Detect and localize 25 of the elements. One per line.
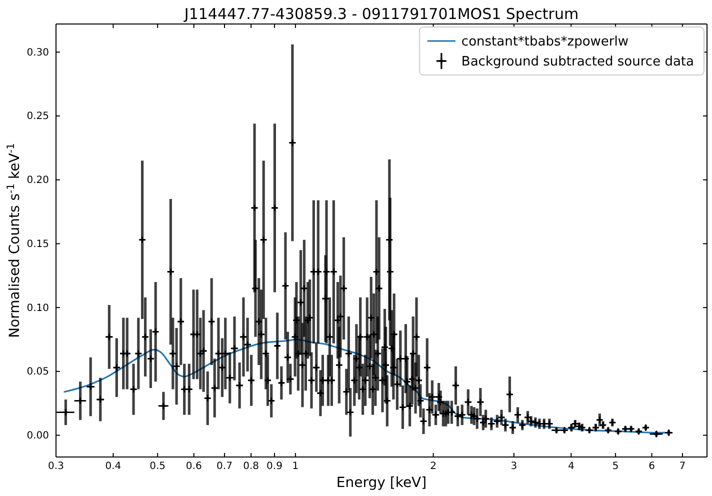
x-tick-label: 0.4 <box>105 461 122 472</box>
y-tick-label: 0.10 <box>26 302 49 314</box>
legend-label: Background subtracted source data <box>461 54 694 70</box>
y-tick-label: 0.20 <box>26 175 49 186</box>
x-tick-label: 6 <box>648 461 655 472</box>
x-tick-label: 5 <box>612 461 619 472</box>
y-tick-label: 0.30 <box>26 47 49 58</box>
x-tick-label: 2 <box>430 461 436 472</box>
chart-title: J114447.77-430859.3 - 0911791701MOS1 Spectrum <box>183 5 579 23</box>
x-axis-title: Energy [keV] <box>336 475 427 491</box>
x-tick-label: 4 <box>568 461 574 472</box>
legend-label: constant*tbabs*zpowerlw <box>461 34 629 50</box>
x-tick-label: 0.6 <box>186 461 202 472</box>
y-tick-label: 0.25 <box>26 111 49 122</box>
x-tick-label: 0.3 <box>48 461 64 472</box>
x-tick-label: 0.8 <box>243 461 260 472</box>
y-tick-label: 0.00 <box>26 430 49 442</box>
y-tick-label: 0.05 <box>26 366 49 378</box>
x-tick-label: 7 <box>679 461 686 472</box>
x-tick-label: 1 <box>292 461 299 472</box>
x-tick-label: 0.5 <box>150 461 166 472</box>
x-tick-label: 0.9 <box>266 461 282 472</box>
x-tick-label: 0.7 <box>216 461 232 472</box>
y-tick-label: 0.15 <box>26 238 49 250</box>
x-tick-label: 3 <box>510 461 518 472</box>
